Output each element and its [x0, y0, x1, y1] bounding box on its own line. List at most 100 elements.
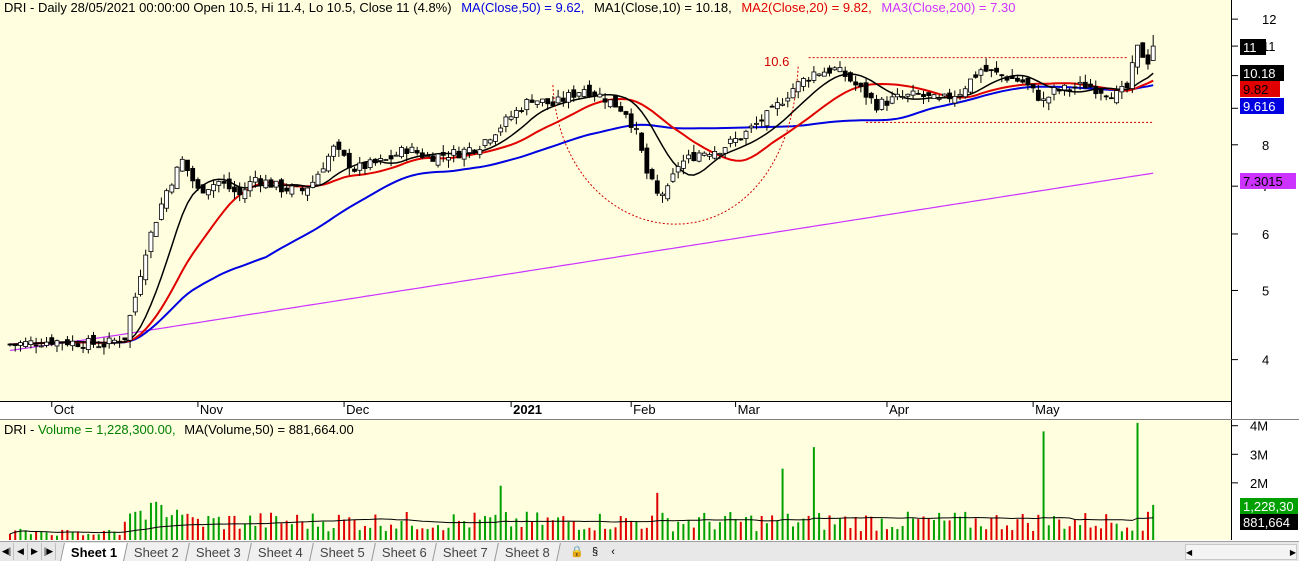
candle-body [665, 185, 671, 200]
sheet-tab-8[interactable]: Sheet 8 [494, 542, 561, 561]
candle-body [905, 93, 911, 97]
candle-body [435, 153, 441, 166]
candle-body [581, 89, 587, 97]
candle-body [1140, 42, 1146, 58]
candle-body [968, 78, 973, 93]
candle-body [1150, 45, 1156, 61]
sheet-tab-3[interactable]: Sheet 3 [185, 542, 252, 561]
candle-body [205, 189, 211, 196]
candle-body [101, 343, 107, 348]
prev-sheet-button[interactable]: ◀ [14, 543, 28, 560]
volume-ma-path [9, 516, 1154, 535]
scale-icon[interactable]: § [591, 545, 599, 558]
candle-body [879, 98, 885, 110]
candle-body [383, 159, 389, 161]
sheet-tab-4[interactable]: Sheet 4 [246, 542, 314, 561]
scroll-left-icon[interactable]: ◀ [1186, 547, 1193, 557]
candle-body [848, 72, 853, 82]
candle-body [696, 152, 702, 162]
candle-body [273, 180, 279, 188]
date-tick-label: Oct [54, 402, 75, 417]
candle-body [519, 110, 524, 112]
scroll-right-icon[interactable]: ▶ [1289, 547, 1296, 557]
date-tick-label: Nov [200, 402, 224, 417]
price-tick-label: 8 [1262, 138, 1269, 153]
horizontal-scrollbar[interactable]: ◀ ▶ [1185, 544, 1297, 560]
ma10-badge-box [1240, 65, 1284, 81]
candle-body [127, 314, 133, 341]
candle-body [613, 94, 618, 108]
candle-body [466, 147, 472, 153]
candle-body [628, 113, 634, 128]
sheet-tab-7[interactable]: Sheet 7 [432, 542, 500, 561]
candle-body [482, 139, 488, 146]
candle-body [722, 147, 728, 154]
candle-body [362, 161, 368, 170]
candle-body [7, 343, 13, 346]
candle-body [132, 296, 138, 313]
volume-badge: 1,228,30 [1243, 499, 1294, 514]
candle-body [957, 93, 963, 97]
candle-body [1072, 86, 1078, 89]
candle-body [143, 254, 149, 281]
candle-body [508, 116, 514, 120]
candle-body [1041, 98, 1046, 101]
candle-body [618, 106, 624, 112]
candle-body [576, 92, 582, 97]
candle-body [289, 185, 295, 195]
candle-body [169, 184, 175, 193]
sheet-tab-1[interactable]: Sheet 1 [60, 542, 129, 561]
ma200-badge: 7.3015 [1243, 174, 1283, 189]
price-tick-label: 12 [1262, 12, 1276, 27]
candle-body [1030, 83, 1036, 89]
candle-body [790, 88, 796, 99]
candle-body [947, 92, 952, 100]
first-sheet-button[interactable]: ◀| [0, 543, 14, 560]
volume-panel [0, 420, 1231, 540]
candle-body [336, 141, 342, 150]
sheet-tab-label: Sheet 5 [319, 544, 365, 559]
candle-body [811, 71, 817, 81]
chevron-left-icon[interactable]: ‹ [611, 545, 615, 558]
sheet-tab-5[interactable]: Sheet 5 [308, 542, 376, 561]
candle-body [258, 178, 263, 185]
candle-body [827, 67, 832, 74]
candle-body [712, 151, 718, 159]
price-header-ma10: MA1(Close,10) = 10.18, [594, 0, 732, 15]
candle-body [524, 99, 530, 111]
candle-body [560, 97, 566, 102]
candle-body [701, 152, 707, 156]
candle-body [268, 179, 274, 188]
lock-icon[interactable]: 🔒 [570, 546, 584, 558]
ma50-badge-box [1240, 98, 1284, 114]
candle-body [117, 340, 123, 343]
next-sheet-button[interactable]: ▶ [28, 543, 42, 560]
last-sheet-button[interactable]: |▶ [42, 543, 56, 560]
candle-body [743, 130, 749, 139]
candle-body [12, 344, 18, 346]
candle-body [18, 342, 23, 346]
candle-body [498, 127, 504, 133]
candle-body [195, 179, 201, 189]
candle-body [70, 340, 76, 347]
candle-body [874, 98, 879, 111]
sheet-tab-2[interactable]: Sheet 2 [123, 542, 190, 561]
candle-body [352, 168, 357, 172]
sheet-tab-6[interactable]: Sheet 6 [370, 542, 438, 561]
candle-body [1109, 97, 1114, 100]
candle-body [592, 91, 598, 97]
candle-body [994, 67, 999, 73]
candle-body [675, 166, 681, 173]
candle-body [378, 158, 384, 161]
candle-body [607, 99, 613, 108]
volume-ma-badge: 881,664 [1243, 515, 1290, 530]
candle-body [555, 96, 561, 104]
volume-header-ma: MA(Volume,50) = 881,664.00 [184, 422, 353, 437]
candle-body [774, 102, 780, 110]
candle-body [540, 98, 545, 103]
candle-body [419, 152, 425, 158]
candle-body [895, 93, 900, 98]
date-tick-label: Dec [346, 402, 370, 417]
candle-body [91, 334, 96, 345]
candle-body [941, 93, 947, 97]
